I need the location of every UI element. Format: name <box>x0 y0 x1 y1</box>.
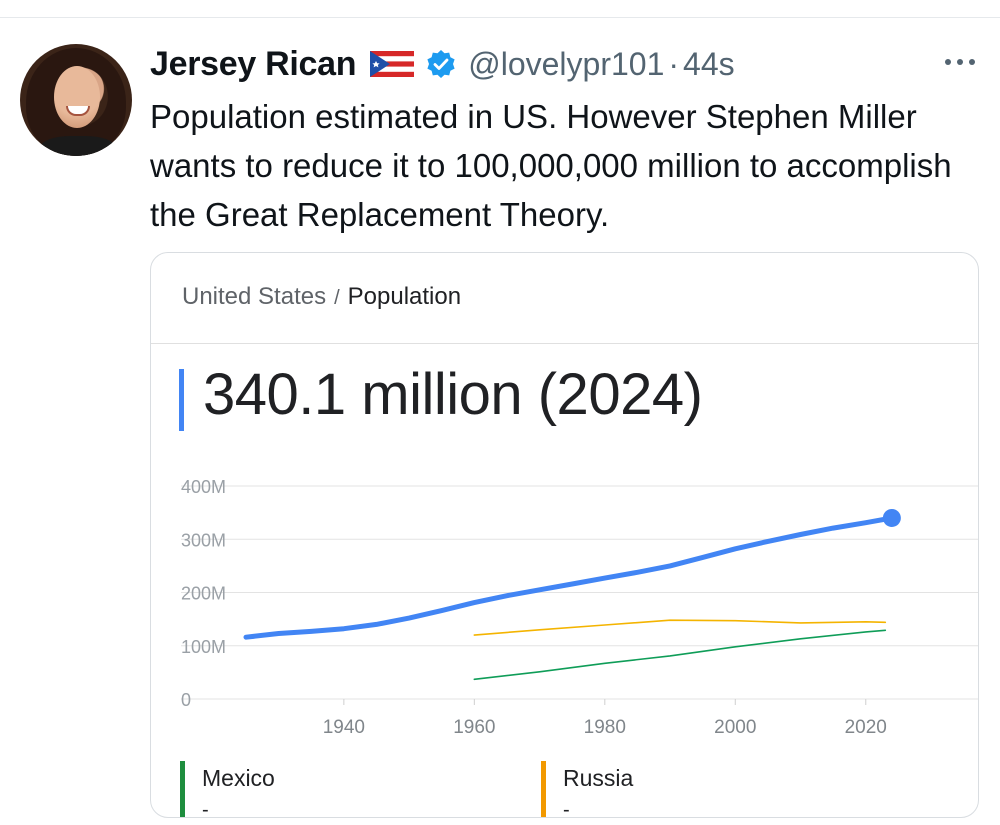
population-card[interactable]: United States / Population 340.1 million (… <box>150 252 979 818</box>
verified-badge-icon[interactable] <box>426 49 456 79</box>
series-line-united-states <box>243 515 895 640</box>
population-line-chart[interactable]: 400M 300M 200M 100M 0 1940 1960 1980 2000 2020 <box>151 463 979 753</box>
tweet-timestamp[interactable]: 44s <box>683 45 735 82</box>
author-handle[interactable]: @lovelypr101 <box>468 45 665 82</box>
y-tick-label: 200M <box>181 584 226 604</box>
y-tick-label: 100M <box>181 637 226 657</box>
avatar-shirt <box>40 136 116 156</box>
breadcrumb-topic: Population <box>347 283 462 310</box>
legend-color-russia <box>541 761 546 817</box>
tweet-text: Population estimated in US. However Step… <box>150 98 952 233</box>
legend-value-russia: - <box>563 799 570 818</box>
author-avatar[interactable] <box>20 44 132 156</box>
breadcrumb-country[interactable]: United States <box>182 283 327 310</box>
x-tick-label: 2000 <box>714 717 756 738</box>
tweet-header: Jersey Rican @lovelypr101 · 44s <box>150 44 735 84</box>
headline-accent-bar <box>179 369 184 431</box>
legend-value-mexico: - <box>202 799 209 818</box>
avatar-face <box>54 66 100 128</box>
series-line-russia <box>473 619 887 636</box>
meta-separator: · <box>668 45 680 82</box>
more-options-icon[interactable] <box>940 52 980 72</box>
y-tick-label: 0 <box>181 690 191 710</box>
legend-label-russia: Russia <box>563 765 634 791</box>
y-tick-label: 300M <box>181 530 226 550</box>
breadcrumb: United States / Population <box>182 283 461 311</box>
author-name[interactable]: Jersey Rican <box>150 44 357 83</box>
series-endpoint-united-states <box>882 508 901 527</box>
x-tick-label: 2020 <box>845 717 887 738</box>
x-tick-label: 1940 <box>323 717 365 738</box>
y-tick-label: 400M <box>181 477 226 497</box>
x-tick-label: 1960 <box>453 717 495 738</box>
puerto-rico-flag-icon <box>370 51 415 77</box>
top-divider <box>0 17 1000 18</box>
x-tick-label: 1980 <box>584 717 626 738</box>
population-headline: 340.1 million (2024) <box>203 362 703 427</box>
series-line-mexico <box>473 629 887 681</box>
legend-label-mexico: Mexico <box>202 765 275 791</box>
breadcrumb-separator: / <box>334 287 340 309</box>
card-divider <box>151 343 978 344</box>
legend-color-mexico <box>180 761 185 817</box>
